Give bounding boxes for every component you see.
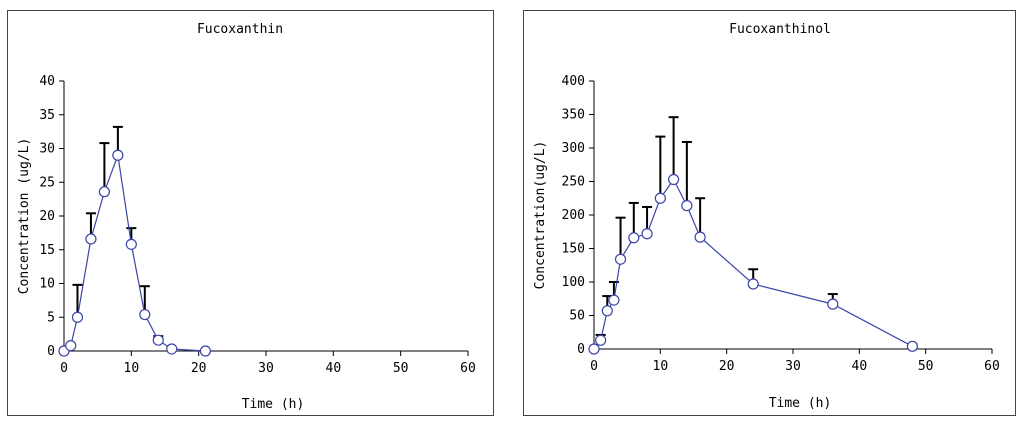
fucoxanthinol-data-point	[641, 228, 653, 240]
fucoxanthin-y-tick-label: 10	[39, 277, 55, 292]
fucoxanthinol-y-tick-label: 250	[562, 175, 585, 190]
fucoxanthin-x-tick-label: 0	[60, 361, 68, 376]
fucoxanthin-data-point	[65, 340, 77, 352]
fucoxanthinol-data-point	[654, 192, 666, 204]
fucoxanthinol-x-tick-label: 30	[785, 359, 801, 374]
fucoxanthinol-chart: Fucoxanthinol 0 50 100 150 200 250 300 350 400 0 10…	[533, 22, 1000, 411]
fucoxanthinol-x-axis-label: Time (h)	[769, 396, 832, 411]
fucoxanthinol-y-tick-label: 150	[562, 242, 585, 257]
fucoxanthinol-x-tick-label: 0	[590, 359, 598, 374]
fucoxanthin-y-tick-label: 5	[47, 310, 55, 325]
fucoxanthin-series-line	[63, 155, 206, 352]
fucoxanthinol-data-point	[595, 334, 607, 346]
fucoxanthin-y-tick-label: 0	[47, 344, 55, 359]
fucoxanthin-x-axis-label: Time (h)	[242, 397, 305, 412]
fucoxanthin-data-point	[112, 149, 124, 161]
fucoxanthinol-data-point	[628, 232, 640, 244]
fucoxanthinol-chart-panel: Fucoxanthinol 0 50 100 150 200 250 300 350 400 0 10…	[523, 10, 1016, 416]
fucoxanthinol-data-point	[747, 278, 759, 290]
fucoxanthinol-data-point	[681, 200, 693, 212]
fucoxanthinol-data-point	[614, 253, 627, 265]
fucoxanthin-y-tick-label: 20	[39, 209, 55, 224]
fucoxanthin-data-point	[98, 186, 111, 198]
fucoxanthinol-y-tick-label: 0	[577, 342, 585, 357]
fucoxanthinol-y-tick-label: 100	[562, 275, 585, 290]
fucoxanthinol-y-tick-label: 350	[562, 108, 585, 123]
fucoxanthinol-data-point	[588, 343, 600, 355]
fucoxanthin-x-tick-label: 10	[124, 361, 140, 376]
fucoxanthin-x-tick-label: 20	[191, 361, 207, 376]
fucoxanthinol-data-point	[668, 173, 680, 186]
fucoxanthin-data-point	[139, 308, 151, 321]
fucoxanthinol-chart-title: Fucoxanthinol	[729, 22, 831, 37]
fucoxanthinol-x-tick-label: 10	[653, 359, 669, 374]
fucoxanthinol-y-tick-label: 200	[562, 208, 585, 223]
fucoxanthin-chart-title: Fucoxanthin	[197, 22, 283, 37]
fucoxanthin-data-point	[85, 233, 97, 245]
fucoxanthin-data-point	[152, 334, 164, 346]
fucoxanthinol-data-point	[601, 305, 613, 317]
fucoxanthin-x-tick-label: 40	[326, 361, 342, 376]
fucoxanthin-x-tick-label: 30	[258, 361, 274, 376]
fucoxanthinol-data-point	[906, 340, 918, 352]
fucoxanthin-chart: Fucoxanthin 0 5 10 15 20 25 30 35 40 0 10 20 30 40 50 60…	[17, 22, 476, 412]
fucoxanthin-data-point	[166, 343, 178, 355]
fucoxanthin-y-tick-label: 30	[39, 142, 55, 157]
fucoxanthin-data-point	[125, 238, 137, 250]
fucoxanthinol-data-point	[694, 231, 706, 243]
fucoxanthin-y-tick-label: 25	[39, 175, 55, 190]
fucoxanthinol-x-tick-label: 50	[918, 359, 934, 374]
fucoxanthinol-data-point	[827, 298, 839, 310]
fucoxanthinol-y-axis-label: Concentration(ug/L)	[533, 141, 548, 290]
fucoxanthinol-x-tick-label: 60	[984, 359, 1000, 374]
fucoxanthinol-x-tick-label: 40	[852, 359, 868, 374]
fucoxanthin-series	[58, 125, 211, 357]
fucoxanthin-y-tick-label: 40	[39, 74, 55, 89]
fucoxanthinol-series-line	[593, 178, 913, 350]
fucoxanthinol-series	[588, 116, 918, 355]
fucoxanthin-chart-panel: Fucoxanthin 0 5 10 15 20 25 30 35 40 0 10 20 30 40 50 60…	[7, 10, 494, 416]
fucoxanthinol-y-tick-label: 50	[569, 309, 585, 324]
fucoxanthin-y-axis-label: Concentration (ug/L)	[17, 138, 32, 295]
fucoxanthin-y-tick-label: 15	[39, 243, 55, 258]
fucoxanthin-y-tick-label: 35	[39, 108, 55, 123]
fucoxanthin-data-point	[199, 345, 211, 357]
fucoxanthin-x-tick-label: 50	[393, 361, 409, 376]
fucoxanthin-x-tick-label: 60	[460, 361, 476, 376]
fucoxanthinol-y-tick-label: 400	[562, 74, 585, 89]
fucoxanthin-data-point	[71, 311, 84, 323]
fucoxanthinol-x-tick-label: 20	[719, 359, 735, 374]
fucoxanthinol-y-tick-label: 300	[562, 141, 585, 156]
fucoxanthinol-data-point	[608, 294, 620, 306]
